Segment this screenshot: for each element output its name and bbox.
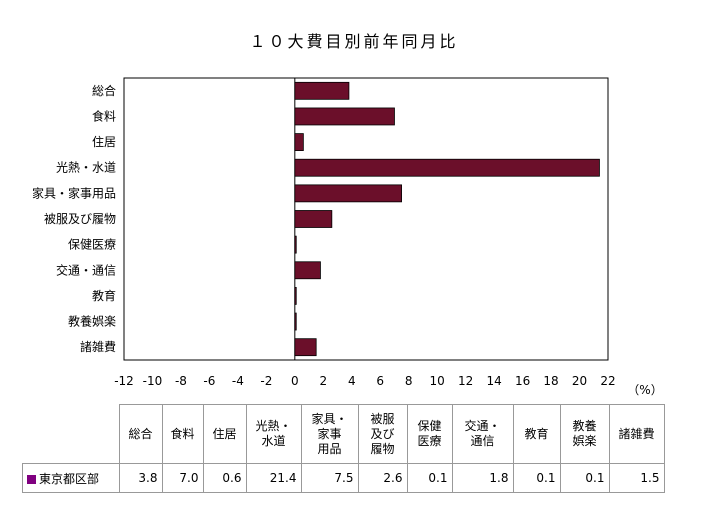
table-header-cell: 光熱・ 水道 <box>245 404 302 464</box>
table-value-cell: 1.5 <box>608 463 665 493</box>
category-label: 交通・通信 <box>56 262 116 277</box>
table-header-cell: 被服 及び 履物 <box>357 404 408 464</box>
x-tick-label: 0 <box>291 374 299 388</box>
table-value-cell: 7.0 <box>161 463 204 493</box>
bar <box>294 184 402 203</box>
bar <box>294 338 317 357</box>
x-tick-label: -4 <box>232 374 244 388</box>
bar <box>294 312 297 331</box>
table-header-cell: 総合 <box>118 404 163 464</box>
category-label: 教育 <box>92 288 116 303</box>
category-label: 保健医療 <box>68 238 116 252</box>
category-label: 光熱・水道 <box>56 161 116 175</box>
table-value-cell: 3.8 <box>118 463 163 493</box>
category-label: 食料 <box>92 108 116 123</box>
table-value-cell: 0.6 <box>202 463 247 493</box>
series-name: 東京都区部 <box>39 471 100 486</box>
bar <box>294 287 297 305</box>
table-value-cell: 0.1 <box>559 463 610 493</box>
bar <box>294 81 350 100</box>
x-tick-label: 10 <box>430 374 445 388</box>
x-tick-label: 12 <box>458 374 473 388</box>
bar <box>294 158 600 177</box>
table-value-cell: 0.1 <box>406 463 453 493</box>
x-tick-label: 8 <box>405 374 413 388</box>
x-tick-label: 18 <box>543 374 558 388</box>
table-header-cell: 住居 <box>202 404 247 464</box>
table-header-cell: 教育 <box>512 404 561 464</box>
bar <box>294 107 395 126</box>
table-header-row: 総合 食料 住居 光熱・ 水道 家具・ 家事 用品 被服 及び 履物 保健 医療 交通・ 通信 教育 教養 娯楽諸… <box>22 404 665 464</box>
table-header-cell: 教養 娯楽 <box>559 404 610 464</box>
category-label: 家具・家事用品 <box>32 185 116 200</box>
bar-chart: 総合食料住居光熱・水道家具・家事用品被服及び履物保健医療交通・通信教育教養娯楽諸… <box>32 77 663 397</box>
bar <box>294 261 321 280</box>
table-value-cell: 7.5 <box>300 463 359 493</box>
x-tick-label: 22 <box>600 374 615 388</box>
x-tick-label: 2 <box>319 374 327 388</box>
table-value-cell: 2.6 <box>357 463 408 493</box>
table-header-cell: 諸雑費 <box>608 404 665 464</box>
table-row: 東京都区部 3.8 7.0 0.6 21.4 7.5 2.6 0.1 1.8 0.1 0.1 1.5 <box>22 463 665 493</box>
bar <box>294 235 297 254</box>
chart-title: １０大費目別前年同月比 <box>249 32 459 51</box>
table-header-cell: 保健 医療 <box>406 404 453 464</box>
x-tick-label: 20 <box>572 374 587 388</box>
x-axis-unit-label: （%） <box>627 383 662 397</box>
category-label: 総合 <box>92 83 116 98</box>
table-header-cell: 家具・ 家事 用品 <box>300 404 359 464</box>
series-swatch <box>27 474 36 484</box>
bar <box>294 133 304 151</box>
category-label: 住居 <box>92 135 116 149</box>
table-header-cell: 食料 <box>161 404 204 464</box>
category-label: 教養娯楽 <box>68 314 116 329</box>
table-value-cell: 1.8 <box>451 463 514 493</box>
table-corner-cell <box>22 404 120 464</box>
x-tick-label: -2 <box>260 374 272 388</box>
x-tick-label: -12 <box>114 374 134 388</box>
plot-area <box>123 77 609 361</box>
series-label-cell: 東京都区部 <box>22 463 120 493</box>
table-value-cell: 0.1 <box>512 463 561 493</box>
data-table: 総合 食料 住居 光熱・ 水道 家具・ 家事 用品 被服 及び 履物 保健 医療 交通・ 通信 教育 教養 娯楽諸… <box>22 404 665 493</box>
table-header-cell: 交通・ 通信 <box>451 404 514 464</box>
x-tick-label: 6 <box>376 374 384 388</box>
bar <box>294 210 333 228</box>
category-label: 諸雑費 <box>80 339 116 354</box>
category-label: 被服及び履物 <box>44 212 116 226</box>
x-tick-label: 14 <box>486 374 501 388</box>
x-tick-label: 16 <box>515 374 530 388</box>
x-tick-label: -6 <box>203 374 215 388</box>
x-tick-label: -8 <box>175 374 187 388</box>
table-value-cell: 21.4 <box>245 463 302 493</box>
x-tick-label: -10 <box>143 374 163 388</box>
x-tick-label: 4 <box>348 374 356 388</box>
